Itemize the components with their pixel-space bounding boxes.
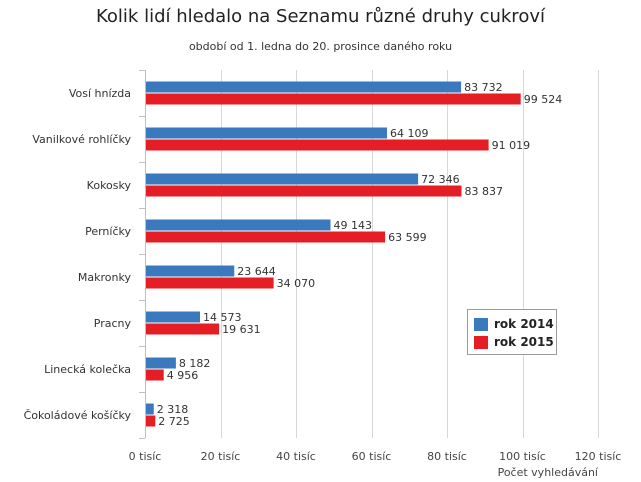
bar-2014 (146, 219, 331, 231)
data-label: 34 070 (277, 277, 316, 290)
data-label: 2 725 (158, 415, 190, 428)
data-label: 83 837 (464, 185, 503, 198)
x-tick-label: 80 tisíc (427, 450, 467, 463)
data-label: 2 318 (157, 403, 189, 416)
category-label: Kokosky (87, 179, 132, 192)
category-label: Linecká kolečka (44, 363, 131, 376)
legend-label-2015: rok 2015 (494, 335, 554, 349)
bar-2014 (146, 311, 201, 323)
x-tick-label: 40 tisíc (276, 450, 316, 463)
legend-item-2015[interactable]: rok 2015 (474, 335, 554, 349)
bar-2014 (146, 265, 235, 277)
chart-subtitle: období od 1. ledna do 20. prosince danéh… (188, 40, 453, 53)
x-tick-label: 120 tisíc (575, 450, 622, 463)
legend-swatch-2014 (474, 317, 488, 331)
bar-2014 (146, 403, 154, 415)
bar-2014 (146, 173, 419, 185)
bar-2015 (146, 185, 462, 197)
data-label: 64 109 (390, 127, 429, 140)
legend-item-2014[interactable]: rok 2014 (474, 317, 554, 331)
data-label: 63 599 (388, 231, 427, 244)
bar-2015 (146, 369, 164, 381)
category-label: Vanilkové rohlíčky (32, 133, 131, 146)
bar-2015 (146, 231, 386, 243)
category-label: Vosí hnízda (69, 87, 131, 100)
bar-2014 (146, 357, 176, 369)
x-tick-label: 60 tisíc (352, 450, 392, 463)
legend-label-2014: rok 2014 (494, 317, 554, 331)
x-axis-title: Počet vyhledávání (497, 466, 598, 479)
chart-title: Kolik lidí hledalo na Seznamu různé druh… (96, 6, 545, 27)
data-label: 14 573 (203, 311, 242, 324)
category-label: Čokoládové košíčky (24, 409, 132, 422)
legend-swatch-2015 (474, 335, 488, 349)
data-label: 91 019 (492, 139, 530, 152)
data-label: 49 143 (334, 219, 373, 232)
data-label: 72 346 (421, 173, 460, 186)
bar-2014 (146, 127, 388, 139)
legend: rok 2014 rok 2015 (467, 309, 557, 355)
x-tick-label: 0 tisíc (129, 450, 162, 463)
category-label: Perníčky (85, 225, 131, 238)
bar-2015 (146, 93, 521, 105)
category-label: Makronky (78, 271, 132, 284)
data-label: 99 524 (524, 93, 563, 106)
x-tick-label: 20 tisíc (201, 450, 241, 463)
bar-2015 (146, 277, 274, 289)
data-label: 83 732 (464, 81, 503, 94)
bar-2015 (146, 323, 220, 335)
data-label: 4 956 (167, 369, 199, 382)
bar-2014 (146, 81, 462, 93)
bar-2015 (146, 139, 489, 151)
bar-2015 (146, 415, 156, 427)
data-label: 23 644 (237, 265, 276, 278)
data-label: 19 631 (222, 323, 261, 336)
category-label: Pracny (94, 317, 132, 330)
data-label: 8 182 (179, 357, 211, 370)
x-tick-label: 100 tisíc (499, 450, 546, 463)
